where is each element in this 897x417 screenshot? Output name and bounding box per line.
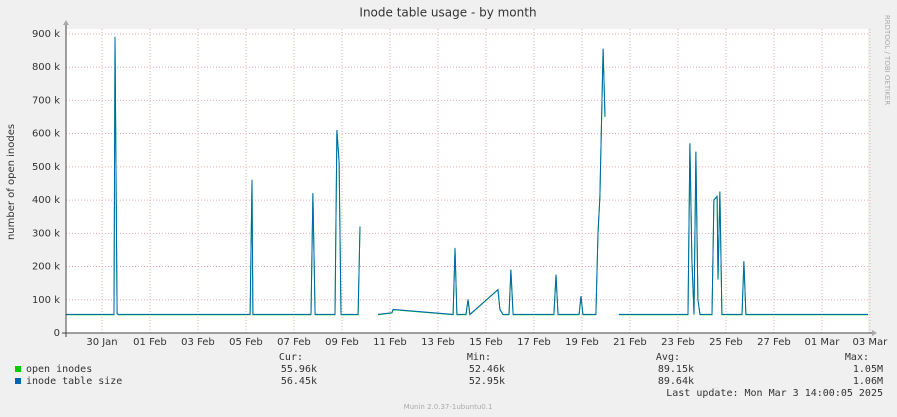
- y-tick-label: 600 k: [32, 129, 60, 140]
- stats-header: Cur:: [279, 352, 303, 363]
- x-tick-label: 11 Feb: [373, 337, 407, 348]
- stats-header: Max:: [845, 352, 869, 363]
- lines: [66, 36, 868, 316]
- x-tick-label: 17 Feb: [517, 337, 551, 348]
- legend-swatch: [15, 366, 21, 372]
- footer: Munin 2.0.37-1ubuntu0.1: [404, 403, 493, 411]
- x-tick-label: 30 Jan: [86, 337, 117, 348]
- x-tick-label: 09 Feb: [325, 337, 359, 348]
- y-tick-label: 700 k: [32, 95, 60, 106]
- x-tick-label: 19 Feb: [565, 337, 599, 348]
- stat-value: 1.05M: [853, 364, 883, 375]
- stat-value: 52.46k: [469, 364, 505, 375]
- x-axis-arrow: [872, 330, 877, 336]
- x-tick-label: 01 Mar: [805, 337, 841, 348]
- x-tick-label: 03 Feb: [181, 337, 215, 348]
- stat-value: 89.15k: [658, 364, 694, 375]
- y-axis-arrow: [63, 20, 69, 25]
- x-tick-label: 15 Feb: [469, 337, 503, 348]
- stat-value: 1.06M: [853, 376, 883, 387]
- y-tick-label: 900 k: [32, 29, 60, 40]
- labels: 0 100 k 200 k 300 k 400 k 500 k 600 k 700 k 800 …: [15, 29, 888, 387]
- y-tick-label: 300 k: [32, 228, 60, 239]
- x-tick-label: 07 Feb: [277, 337, 311, 348]
- stat-value: 89.64k: [658, 376, 694, 387]
- legend-label: inode table size: [26, 376, 122, 387]
- x-tick-label: 13 Feb: [421, 337, 455, 348]
- series-line: [66, 36, 868, 316]
- x-tick-label: 25 Feb: [709, 337, 743, 348]
- x-tick-label: 27 Feb: [757, 337, 791, 348]
- legend-swatch: [15, 378, 21, 384]
- y-tick-label: 200 k: [32, 262, 60, 273]
- x-tick-label: 01 Feb: [133, 337, 167, 348]
- y-tick-label: 100 k: [32, 295, 60, 306]
- x-tick-label: 21 Feb: [613, 337, 647, 348]
- stats-header: Avg:: [656, 352, 680, 363]
- stat-value: 56.45k: [281, 376, 317, 387]
- last-update: Last update: Mon Mar 3 14:00:05 2025: [666, 388, 883, 399]
- x-tick-label: 03 Mar: [853, 337, 889, 348]
- stat-value: 52.95k: [469, 376, 505, 387]
- side-label: RRDTOOL / TOBI OETIKER: [883, 15, 891, 105]
- x-tick-label: 23 Feb: [661, 337, 695, 348]
- stat-value: 55.96k: [281, 364, 317, 375]
- y-tick-label: 500 k: [32, 162, 60, 173]
- legend-label: open inodes: [26, 364, 92, 375]
- y-axis-label: number of open inodes: [6, 124, 17, 240]
- stats-header: Min:: [467, 352, 491, 363]
- y-tick-label: 0: [54, 328, 60, 339]
- chart-title: Inode table usage - by month: [359, 6, 536, 20]
- x-tick-label: 05 Feb: [229, 337, 263, 348]
- plot-area: [66, 29, 868, 333]
- y-tick-label: 400 k: [32, 195, 60, 206]
- y-tick-label: 800 k: [32, 62, 60, 73]
